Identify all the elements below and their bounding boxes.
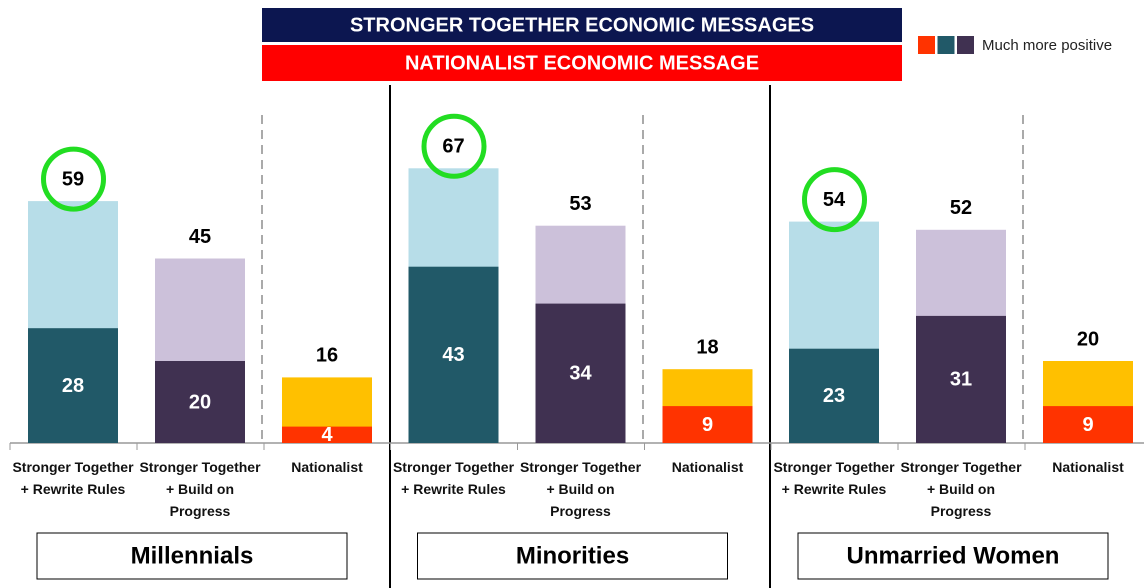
value-label: 9	[702, 414, 713, 436]
value-label: 20	[189, 391, 211, 413]
x-tick-label: Stronger Together + Build on Progress	[900, 459, 1022, 519]
x-tick-label: Stronger Together + Build on Progress	[139, 459, 261, 519]
bar-segment	[28, 328, 118, 443]
total-label: 16	[316, 345, 338, 367]
total-label: 20	[1077, 328, 1099, 350]
bar-segment	[535, 303, 626, 443]
banner-bottom-bg	[262, 45, 902, 81]
banner-top-bg	[262, 8, 902, 42]
legend-label: Much more positive	[982, 37, 1112, 54]
legend-swatch	[957, 36, 974, 54]
highlight-circle	[41, 146, 106, 212]
bar-segment	[789, 348, 879, 443]
value-label: 43	[442, 344, 464, 366]
bar-segment	[155, 361, 245, 443]
value-label: 34	[569, 363, 592, 385]
value-label: 23	[823, 385, 845, 407]
x-tick-label: Stronger Together + Rewrite Rules	[392, 459, 515, 497]
total-label: 45	[189, 226, 211, 248]
value-label: 28	[62, 375, 84, 397]
x-tick-label: Nationalist	[291, 459, 363, 475]
total-label: 53	[569, 193, 591, 215]
group-label: Minorities	[516, 542, 629, 569]
bar-segment	[408, 266, 499, 443]
group-box	[36, 532, 348, 580]
group-box	[417, 532, 728, 580]
value-label: 9	[1082, 414, 1093, 436]
x-tick-label: Stronger Together + Rewrite Rules	[12, 459, 134, 497]
total-label: 59	[62, 168, 84, 190]
banner-bottom: NATIONALIST ECONOMIC MESSAGE	[405, 52, 759, 74]
x-tick-label: Stronger Together + Rewrite Rules	[773, 459, 895, 497]
total-label: 18	[696, 336, 718, 358]
highlight-circle	[802, 167, 867, 233]
legend-swatch	[937, 36, 955, 54]
banner-top: STRONGER TOGETHER ECONOMIC MESSAGES	[350, 14, 814, 36]
x-tick-label: Nationalist	[671, 459, 744, 475]
value-label: 31	[950, 369, 972, 391]
total-label: 52	[950, 197, 972, 219]
highlight-circle	[421, 113, 487, 179]
x-tick-label: Stronger Together + Build on Progress	[519, 459, 642, 519]
group-box	[797, 532, 1109, 580]
bar-segment	[282, 426, 372, 443]
x-tick-label: Nationalist	[1052, 459, 1124, 475]
total-label: 67	[442, 136, 464, 158]
group-label: Millennials	[131, 542, 254, 569]
total-label: 54	[823, 189, 846, 211]
bar-segment	[662, 406, 753, 443]
bar-segment	[916, 315, 1006, 443]
value-label: 4	[321, 424, 333, 446]
legend-swatch	[918, 36, 935, 54]
bar-segment	[1043, 406, 1133, 443]
group-label: Unmarried Women	[847, 542, 1060, 569]
